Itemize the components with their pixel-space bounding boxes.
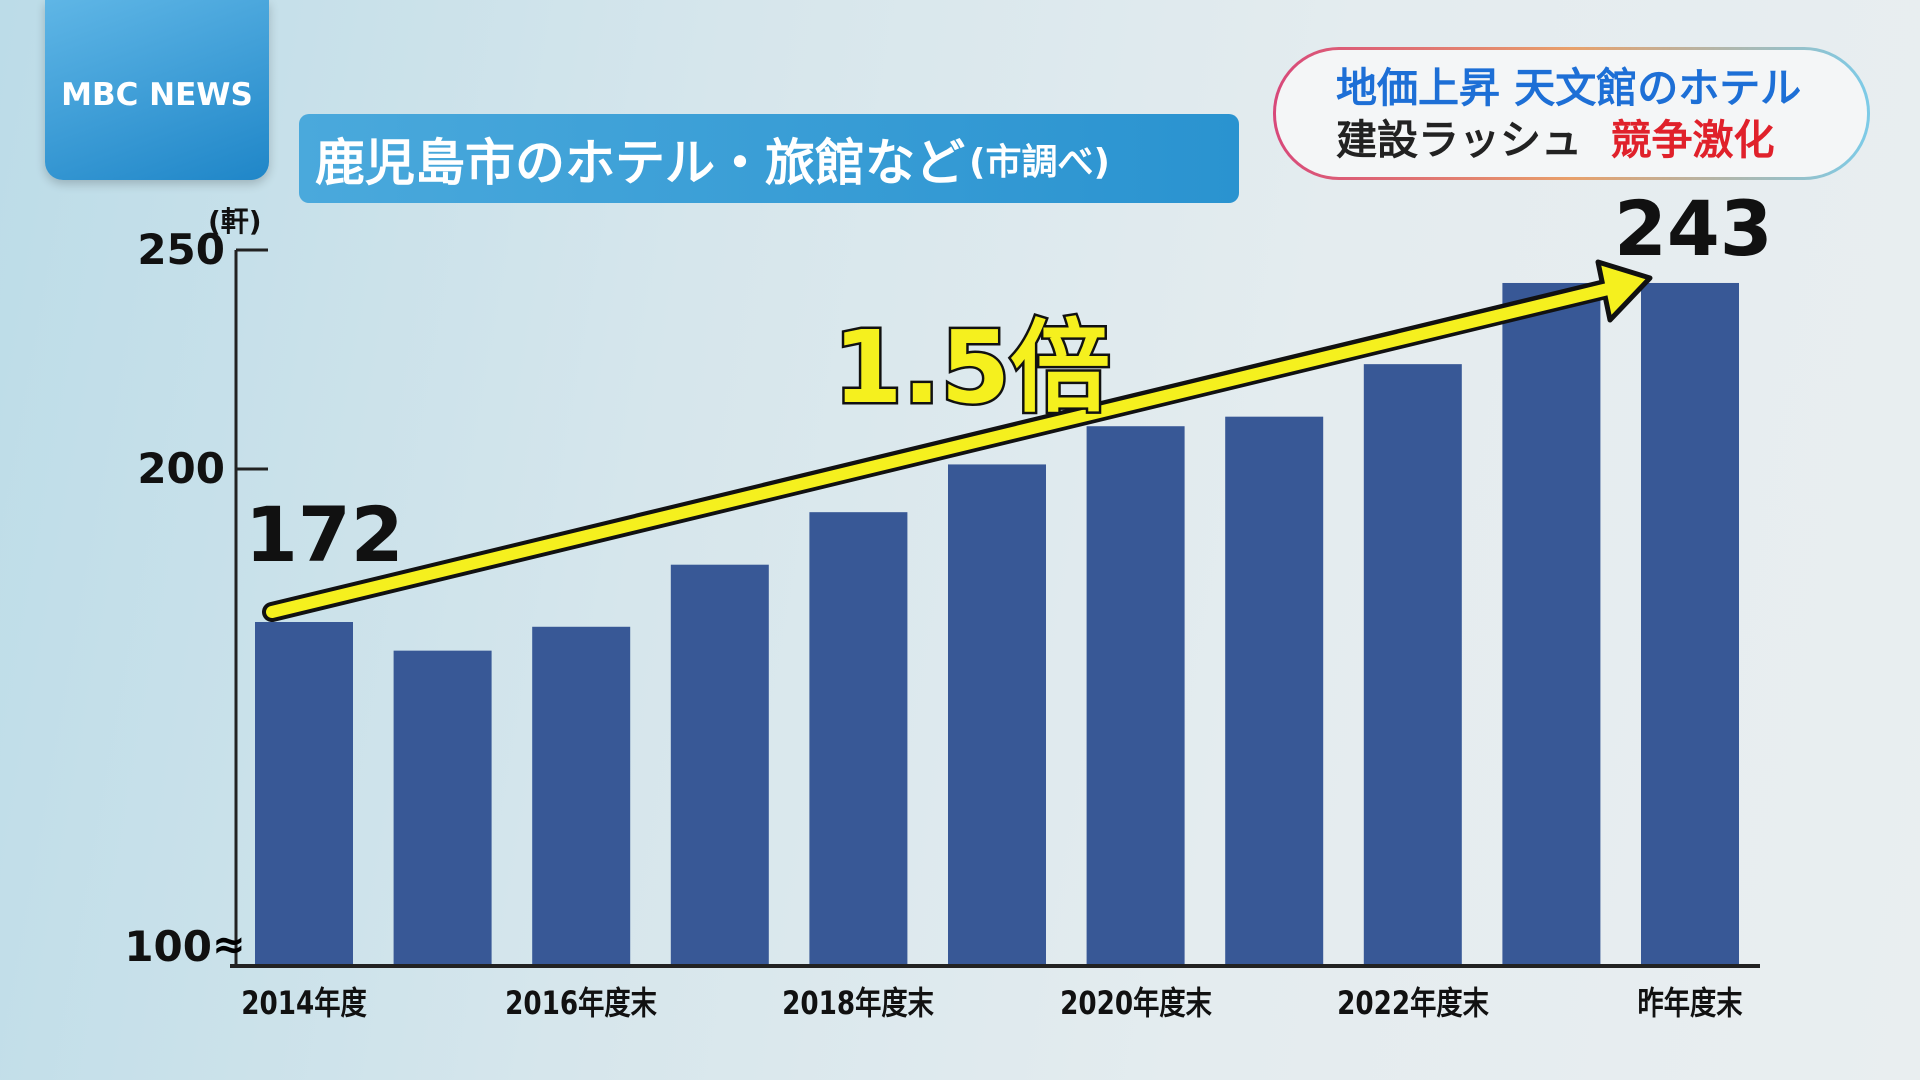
bar-2014年度 xyxy=(255,622,353,966)
x-tick-label: 2018年度末 xyxy=(782,984,935,1022)
bar-2017年度末 xyxy=(670,564,769,966)
bar-2023年度末 xyxy=(1502,282,1601,967)
y-tick-label-250: 250 xyxy=(137,225,225,274)
bar-昨年度末 xyxy=(1641,282,1739,967)
headline-line2-b: 競争激化 xyxy=(1610,116,1775,164)
y-tick-label-200: 200 xyxy=(137,444,225,493)
headline-box: 地価上昇 天文館のホテル 建設ラッシュ 競争激化 xyxy=(1273,47,1870,180)
y-tick-label-100: 100 xyxy=(124,922,212,971)
chart-title-source: (市調べ) xyxy=(969,141,1110,183)
data-label-first: 172 xyxy=(245,490,404,579)
axis-break-mark: ≈ xyxy=(212,922,246,968)
trend-arrow xyxy=(262,259,1653,622)
y-unit-label: (軒) xyxy=(208,205,262,238)
bar-2015年度末 xyxy=(393,650,492,966)
x-tick-label: 2016年度末 xyxy=(505,984,658,1022)
bar-2016年度末 xyxy=(532,626,631,966)
bar-2019年度末 xyxy=(948,464,1046,966)
data-label-last: 243 xyxy=(1614,184,1773,273)
bar-2020年度末 xyxy=(1086,426,1185,967)
chart-title-main: 鹿児島市のホテル・旅館など xyxy=(315,133,965,192)
headline-line2-a: 建設ラッシュ xyxy=(1336,116,1582,164)
x-tick-label: 2014年度 xyxy=(241,984,367,1022)
chart-title: 鹿児島市のホテル・旅館など (市調べ) xyxy=(299,114,1239,203)
headline-line1: 地価上昇 天文館のホテル xyxy=(1336,64,1802,112)
growth-annotation: 1.5倍 xyxy=(830,307,1112,429)
bar-2018年度末 xyxy=(809,512,908,966)
x-tick-label: 2022年度末 xyxy=(1336,984,1489,1022)
mbc-news-logo: MBC NEWS xyxy=(45,0,269,180)
bar-2022年度末 xyxy=(1363,364,1462,966)
bar-2021年度末 xyxy=(1225,416,1324,966)
x-tick-label: 昨年度末 xyxy=(1637,984,1743,1022)
x-tick-label: 2020年度末 xyxy=(1059,984,1212,1022)
